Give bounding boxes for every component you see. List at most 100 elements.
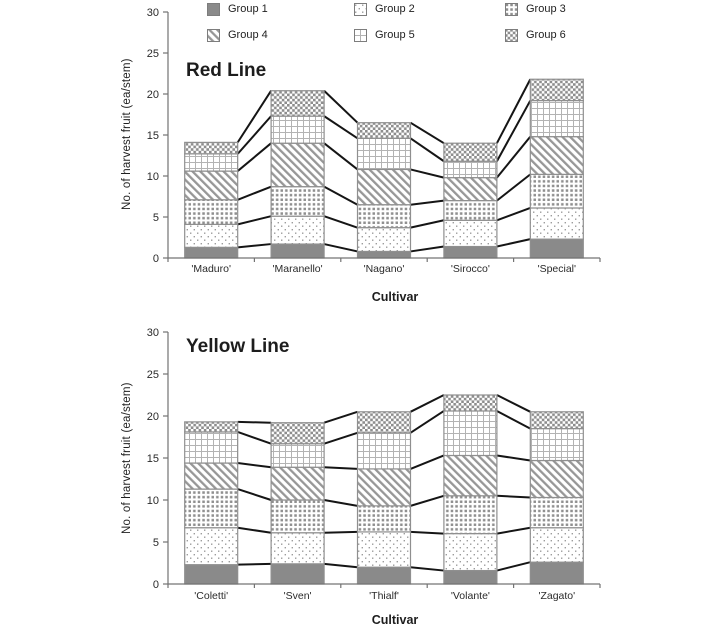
connector-line <box>410 245 445 253</box>
legend-label: Group 3 <box>526 3 566 15</box>
legend-item: Group 4 <box>207 29 354 42</box>
bar-segment <box>184 199 239 225</box>
connector-line <box>496 238 531 248</box>
connector-line <box>410 530 444 535</box>
connector-line <box>410 494 445 507</box>
bar-segment <box>529 99 584 138</box>
bar-segment <box>443 410 498 457</box>
connector-line <box>496 136 532 179</box>
connector-line <box>410 219 445 229</box>
y-tick-label: 5 <box>153 212 159 224</box>
legend: Group 1 Group 2 Group 3 Group 4 Group 5 Group… <box>207 3 566 42</box>
bar-segment <box>270 90 325 117</box>
legend-swatch-g4 <box>207 29 220 42</box>
bar-segment <box>270 499 325 534</box>
bar-segment <box>529 427 584 462</box>
bar-segment <box>184 564 239 585</box>
bar-segment <box>443 160 498 179</box>
x-category-label: 'Maduro' <box>191 263 231 275</box>
legend-label: Group 2 <box>375 3 415 15</box>
connector-line <box>237 431 272 445</box>
chart-title-yellow-line: Yellow Line <box>186 336 290 357</box>
bar-segment <box>356 566 412 585</box>
bar-segment <box>270 243 325 259</box>
connector-line <box>496 494 531 499</box>
bar-segment <box>529 527 584 563</box>
x-axis-title: Cultivar <box>371 613 419 627</box>
bar-segment <box>270 466 325 501</box>
x-category-label: 'Nagano' <box>364 263 405 275</box>
legend-label: Group 6 <box>526 29 566 41</box>
legend-item: Group 3 <box>505 3 566 16</box>
connectors-group <box>237 394 531 572</box>
bar-segment <box>184 223 239 248</box>
bar-segment <box>270 186 325 217</box>
legend-swatch-g1 <box>207 3 220 16</box>
bars-group <box>184 394 584 585</box>
x-category-label: 'Sirocco' <box>451 263 490 275</box>
bar-segment <box>356 411 412 434</box>
axes-group: 0 5 10 15 20 25 30 'Maduro' 'Maranello' 'Nagano' '… <box>147 7 601 275</box>
bar-segment <box>443 200 498 221</box>
connector-line <box>496 100 532 162</box>
legend-swatch-rect <box>505 3 518 16</box>
y-tick-label: 15 <box>147 130 159 142</box>
bar-segment <box>356 432 412 470</box>
connector-line <box>237 420 272 424</box>
bar-segment <box>270 142 325 188</box>
legend-item: Group 2 <box>354 3 505 16</box>
connector-line <box>409 137 445 163</box>
connector-line <box>237 562 272 566</box>
bar-segment <box>356 204 412 229</box>
x-category-label: 'Volante' <box>451 590 490 602</box>
legend-item: Group 1 <box>207 3 354 16</box>
connector-line <box>237 462 272 469</box>
y-tick-label: 25 <box>147 369 159 381</box>
legend-item: Group 5 <box>354 29 505 42</box>
y-tick-label: 20 <box>147 89 159 101</box>
legend-label: Group 5 <box>375 29 415 41</box>
bar-segment <box>443 245 498 259</box>
x-category-label: 'Maranello' <box>273 263 323 275</box>
connector-line <box>324 530 358 534</box>
connector-line <box>410 454 445 470</box>
legend-label: Group 1 <box>228 3 268 15</box>
connector-line <box>496 207 531 222</box>
connector-line <box>237 488 272 501</box>
y-tick-label: 30 <box>147 7 159 19</box>
connector-line <box>236 90 272 143</box>
bar-segment <box>443 495 498 535</box>
connector-line <box>410 394 445 413</box>
x-category-label: 'Special' <box>538 263 576 275</box>
connector-line <box>323 410 358 424</box>
connector-line <box>323 89 359 124</box>
connector-line <box>323 499 358 507</box>
connector-line <box>324 466 358 470</box>
connector-line <box>323 562 358 569</box>
bar-segment <box>443 533 498 572</box>
legend-swatch-g6 <box>505 29 518 42</box>
legend-swatch-g5 <box>354 29 367 42</box>
bar-segment <box>184 141 239 155</box>
bar-segment <box>270 215 325 245</box>
x-category-label: 'Thialf' <box>369 590 399 602</box>
connector-line <box>496 394 531 413</box>
bar-segment <box>356 505 412 533</box>
connector-line <box>410 199 445 206</box>
legend-swatch-rect <box>354 3 367 16</box>
bar-segment <box>529 411 584 430</box>
legend-swatch-rect <box>354 29 367 42</box>
bar-segment <box>356 122 412 139</box>
bar-segment <box>443 454 498 497</box>
connector-line <box>323 142 359 171</box>
bar-segment <box>443 219 498 248</box>
bar-segment <box>270 532 325 565</box>
connector-line <box>236 115 272 155</box>
y-tick-label: 10 <box>147 495 159 507</box>
y-tick-label: 20 <box>147 411 159 423</box>
y-tick-label: 15 <box>147 453 159 465</box>
connector-line <box>410 168 445 179</box>
connector-line <box>237 526 272 534</box>
chart-title-red-line: Red Line <box>186 60 267 81</box>
